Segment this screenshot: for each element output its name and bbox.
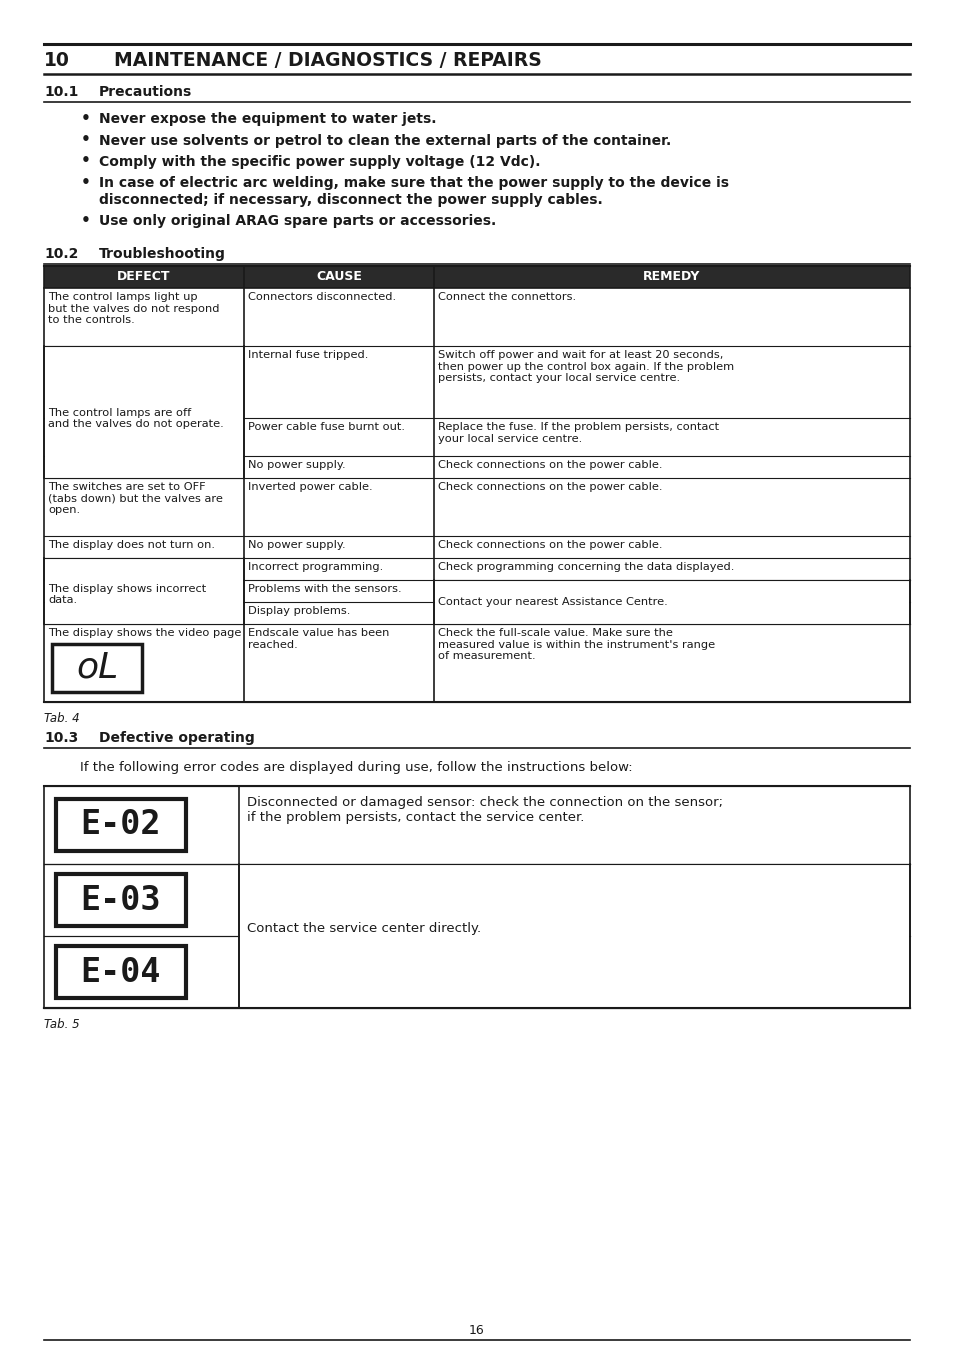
Bar <box>56 946 186 998</box>
Bar <box>45 346 243 479</box>
Text: Comply with the specific power supply voltage (12 Vdc).: Comply with the specific power supply vo… <box>99 155 540 169</box>
Text: disconnected; if necessary, disconnect the power supply cables.: disconnected; if necessary, disconnect t… <box>99 193 602 207</box>
Text: Precautions: Precautions <box>99 85 193 99</box>
Bar <box>240 864 908 1009</box>
Text: Never expose the equipment to water jets.: Never expose the equipment to water jets… <box>99 112 436 126</box>
Text: 10: 10 <box>44 50 70 69</box>
Text: Contact your nearest Assistance Centre.: Contact your nearest Assistance Centre. <box>437 598 667 607</box>
Text: The control lamps are off
and the valves do not operate.: The control lamps are off and the valves… <box>48 408 224 430</box>
Text: Check connections on the power cable.: Check connections on the power cable. <box>437 460 661 470</box>
Text: The display shows the video page: The display shows the video page <box>48 627 241 638</box>
Text: The switches are set to OFF
(tabs down) but the valves are
open.: The switches are set to OFF (tabs down) … <box>48 483 223 515</box>
Text: Display problems.: Display problems. <box>248 606 350 617</box>
Text: Connect the connettors.: Connect the connettors. <box>437 292 576 301</box>
Text: Inverted power cable.: Inverted power cable. <box>248 483 373 492</box>
Text: REMEDY: REMEDY <box>642 270 700 284</box>
Text: oL: oL <box>76 652 118 685</box>
Text: In case of electric arc welding, make sure that the power supply to the device i: In case of electric arc welding, make su… <box>99 177 728 191</box>
Text: Internal fuse tripped.: Internal fuse tripped. <box>248 350 368 360</box>
Text: Disconnected or damaged sensor: check the connection on the sensor;
if the probl: Disconnected or damaged sensor: check th… <box>247 796 722 823</box>
Bar <box>52 644 142 692</box>
Text: Troubleshooting: Troubleshooting <box>99 247 226 261</box>
Text: Endscale value has been
reached.: Endscale value has been reached. <box>248 627 389 649</box>
Text: •: • <box>81 111 91 126</box>
Text: Tab. 4: Tab. 4 <box>44 711 79 725</box>
Bar <box>56 873 186 926</box>
Text: Use only original ARAG spare parts or accessories.: Use only original ARAG spare parts or ac… <box>99 215 496 228</box>
Text: Tab. 5: Tab. 5 <box>44 1018 79 1030</box>
Text: Connectors disconnected.: Connectors disconnected. <box>248 292 395 301</box>
Text: Problems with the sensors.: Problems with the sensors. <box>248 584 401 594</box>
Text: •: • <box>81 154 91 169</box>
Text: The display does not turn on.: The display does not turn on. <box>48 539 214 550</box>
Text: Never use solvents or petrol to clean the external parts of the container.: Never use solvents or petrol to clean th… <box>99 134 671 147</box>
Text: •: • <box>81 174 91 191</box>
Text: Power cable fuse burnt out.: Power cable fuse burnt out. <box>248 422 405 433</box>
Text: E-04: E-04 <box>81 956 161 988</box>
Bar <box>45 558 243 625</box>
Text: Contact the service center directly.: Contact the service center directly. <box>247 922 480 936</box>
Text: Switch off power and wait for at least 20 seconds,
then power up the control box: Switch off power and wait for at least 2… <box>437 350 734 383</box>
Text: •: • <box>81 132 91 147</box>
Text: The control lamps light up
but the valves do not respond
to the controls.: The control lamps light up but the valve… <box>48 292 219 326</box>
Text: The display shows incorrect
data.: The display shows incorrect data. <box>48 584 206 606</box>
Text: E-02: E-02 <box>81 808 161 841</box>
Text: MAINTENANCE / DIAGNOSTICS / REPAIRS: MAINTENANCE / DIAGNOSTICS / REPAIRS <box>113 50 541 69</box>
Text: •: • <box>81 214 91 228</box>
Text: DEFECT: DEFECT <box>117 270 171 284</box>
Text: Incorrect programming.: Incorrect programming. <box>248 562 383 572</box>
Text: Check the full-scale value. Make sure the
measured value is within the instrumen: Check the full-scale value. Make sure th… <box>437 627 715 661</box>
Text: No power supply.: No power supply. <box>248 460 345 470</box>
Text: Replace the fuse. If the problem persists, contact
your local service centre.: Replace the fuse. If the problem persist… <box>437 422 719 443</box>
Text: CAUSE: CAUSE <box>315 270 361 284</box>
Text: If the following error codes are displayed during use, follow the instructions b: If the following error codes are display… <box>80 761 632 775</box>
Text: Check connections on the power cable.: Check connections on the power cable. <box>437 483 661 492</box>
Text: E-03: E-03 <box>81 883 161 917</box>
Text: 10.1: 10.1 <box>44 85 78 99</box>
Bar <box>435 580 908 625</box>
Text: 10.2: 10.2 <box>44 247 78 261</box>
Text: 16: 16 <box>469 1324 484 1337</box>
Bar <box>44 266 909 288</box>
Text: Check programming concerning the data displayed.: Check programming concerning the data di… <box>437 562 734 572</box>
Text: Defective operating: Defective operating <box>99 731 254 745</box>
Bar <box>56 799 186 850</box>
Text: No power supply.: No power supply. <box>248 539 345 550</box>
Text: 10.3: 10.3 <box>44 731 78 745</box>
Text: Check connections on the power cable.: Check connections on the power cable. <box>437 539 661 550</box>
